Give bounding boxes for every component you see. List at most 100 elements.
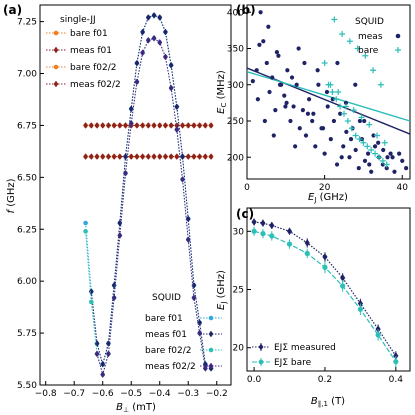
- data-point: [208, 122, 214, 129]
- series-line: [254, 221, 397, 357]
- scatter-point: [379, 157, 386, 164]
- data-point: [168, 61, 174, 69]
- data-point: [202, 153, 208, 161]
- scatter-point: [371, 133, 376, 138]
- scatter-point: [315, 68, 320, 73]
- data-point: [134, 59, 140, 67]
- y-tick-label: 20: [233, 344, 245, 354]
- panel-c-label: (c): [236, 207, 254, 221]
- scatter-point: [273, 108, 278, 113]
- scatter-point: [296, 46, 301, 51]
- legend-marker: [395, 33, 401, 39]
- data-point: [163, 153, 168, 161]
- data-point: [202, 364, 208, 372]
- legend-item-label: EJΣ bare: [274, 358, 312, 368]
- scatter-point: [364, 143, 371, 150]
- x-tick-label: 0.2: [318, 375, 332, 385]
- scatter-point: [353, 147, 358, 153]
- scatter-point: [255, 97, 260, 102]
- scatter-point: [266, 24, 271, 29]
- scatter-point: [362, 118, 367, 124]
- data-point: [145, 14, 151, 21]
- scatter-point: [365, 151, 371, 156]
- data-point: [191, 153, 197, 161]
- legend-marker: [208, 362, 214, 370]
- scatter-point: [267, 89, 272, 95]
- scatter-point: [293, 144, 298, 149]
- legend-single-title: single-JJ: [60, 15, 96, 25]
- scatter-point: [376, 140, 381, 145]
- panel-a: (a) −0.8 −0.7 −0.6 −0.5 −0.4 −0.3 −0.2 5.50 5.7…: [3, 3, 232, 414]
- data-point: [151, 34, 157, 42]
- y-tick-label: 7.25: [17, 18, 37, 28]
- scatter-point: [261, 39, 266, 44]
- scatter-point: [313, 144, 318, 149]
- y-tick-label: 6.75: [17, 121, 37, 131]
- y-tick-label: 400: [227, 8, 244, 18]
- x-tick-label: 0.0: [247, 375, 262, 385]
- legend-item-label: meas f01: [70, 46, 112, 56]
- legend-item-label: bare f01: [145, 314, 183, 324]
- y-tick-label: 5.75: [17, 329, 37, 339]
- data-point: [123, 153, 128, 161]
- panel-b-axes: [246, 4, 411, 180]
- scatter-point: [372, 150, 379, 157]
- data-point: [286, 241, 293, 247]
- data-point: [208, 153, 214, 161]
- scatter-point: [362, 52, 369, 59]
- scatter-point: [335, 60, 340, 66]
- legend-marker: [258, 359, 264, 365]
- data-point: [185, 153, 191, 161]
- x-tick-label: 0.4: [389, 375, 404, 385]
- scatter-point: [297, 126, 302, 131]
- scatter-point: [277, 82, 283, 87]
- data-point: [197, 329, 203, 337]
- panel-b-label: (b): [236, 3, 256, 17]
- scatter-point: [347, 155, 352, 160]
- scatter-point: [370, 67, 377, 74]
- data-point: [163, 53, 168, 61]
- scatter-point: [331, 118, 337, 124]
- y-tick-label: 5.50: [17, 381, 37, 391]
- data-point: [357, 306, 363, 312]
- scatter-point: [350, 107, 357, 114]
- scatter-point: [271, 133, 276, 138]
- legend-marker: [208, 315, 214, 321]
- data-point: [157, 153, 163, 161]
- scatter-point: [397, 151, 402, 156]
- legend-marker: [53, 64, 59, 70]
- y-tick-label: 25: [233, 286, 244, 296]
- legend-marker: [395, 47, 401, 53]
- data-point: [106, 122, 111, 129]
- scatter-point: [366, 121, 373, 128]
- data-point: [185, 122, 191, 129]
- data-point: [185, 215, 191, 223]
- data-point: [269, 233, 275, 239]
- data-point: [322, 264, 328, 270]
- scatter-point: [352, 132, 359, 139]
- scatter-point: [321, 60, 328, 66]
- scatter-point: [289, 75, 295, 80]
- x-tick-label: 40: [397, 183, 409, 193]
- scatter-point: [338, 111, 343, 116]
- scatter-point: [302, 60, 307, 66]
- data-point: [151, 122, 157, 129]
- data-point: [100, 122, 106, 129]
- legend-marker: [53, 46, 59, 54]
- legend-b: SQUID meas bare: [355, 17, 401, 56]
- data-point: [123, 122, 128, 129]
- scatter-point: [285, 68, 290, 73]
- data-point: [197, 122, 203, 129]
- data-point: [168, 84, 174, 92]
- data-point: [94, 350, 100, 358]
- scatter-point: [356, 166, 361, 171]
- data-point: [89, 299, 94, 305]
- data-point: [260, 231, 266, 237]
- scatter-point: [282, 93, 287, 98]
- x-tick-label: −0.6: [92, 389, 114, 399]
- panel-c: (c) 0.0 0.2 0.4 20 25 30 B∥,1 (T) EJ (GHz) E…: [216, 207, 411, 408]
- data-point: [191, 281, 197, 289]
- data-point: [157, 38, 163, 46]
- scatter-point: [358, 114, 365, 121]
- scatter-point: [276, 53, 281, 58]
